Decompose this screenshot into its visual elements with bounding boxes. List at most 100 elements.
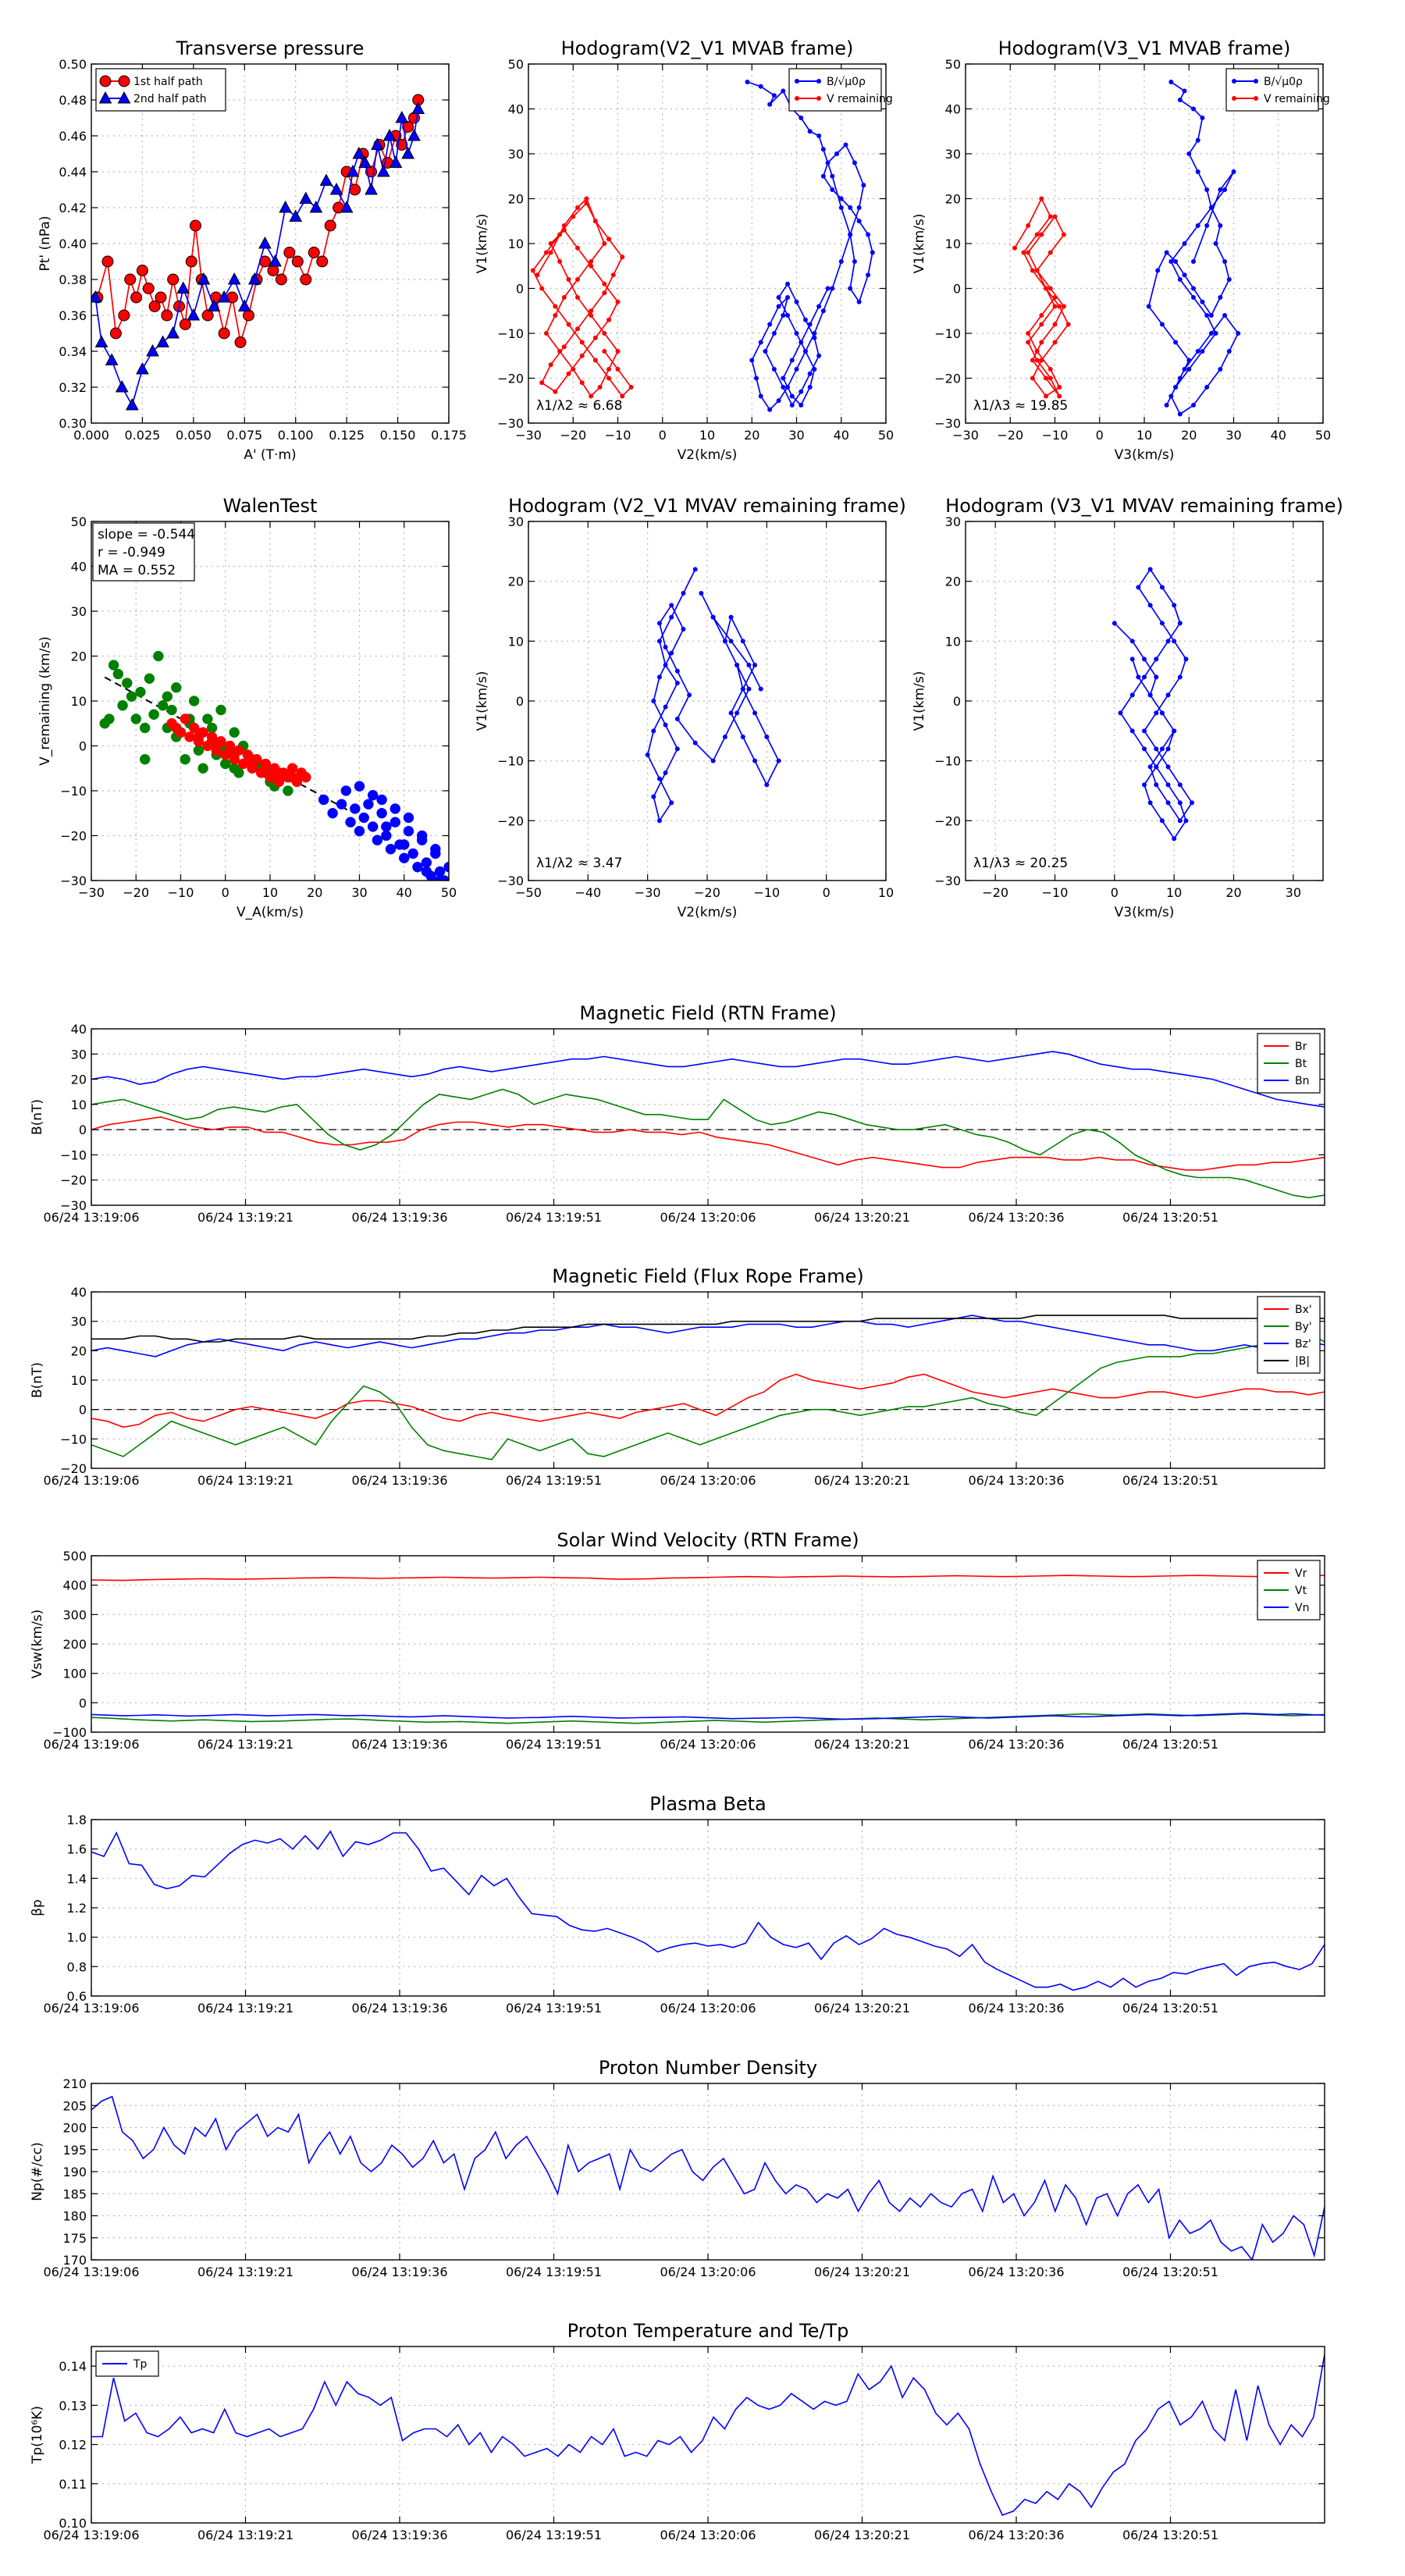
data-point (1183, 818, 1189, 824)
chart-title: Transverse pressure (176, 37, 365, 59)
data-point (1159, 621, 1165, 626)
legend-box (788, 68, 882, 112)
data-point (372, 834, 383, 845)
data-point (1173, 385, 1179, 390)
series-line-βp (91, 1830, 1325, 1991)
data-point (530, 268, 535, 273)
data-point (1057, 304, 1062, 309)
y-tick-label: 190 (62, 2165, 87, 2179)
data-point (220, 758, 231, 770)
series-line-Vn (91, 1713, 1325, 1720)
data-point (1195, 349, 1200, 354)
data-point (710, 758, 716, 763)
x-tick-label: 0.025 (125, 428, 161, 443)
chart-title: Hodogram(V2_V1 MVAB frame) (561, 37, 854, 59)
data-point (820, 173, 826, 179)
chart-title: Hodogram(V3_V1 MVAB frame) (998, 37, 1291, 59)
data-point (764, 782, 770, 788)
data-point (227, 272, 241, 285)
data-point (146, 343, 159, 357)
data-point (273, 767, 285, 778)
data-point (166, 704, 177, 716)
data-point (820, 308, 826, 314)
legend-marker (1254, 96, 1258, 101)
y-tick-label: −30 (497, 416, 524, 431)
y-tick-label: 30 (508, 514, 524, 529)
data-point (237, 758, 249, 770)
chart-title: Magnetic Field (Flux Rope Frame) (552, 1265, 863, 1287)
y-tick-label: 0.34 (59, 344, 87, 359)
data-point (197, 272, 211, 285)
data-point (856, 299, 862, 304)
y-axis-label: Np(#/cc) (30, 2142, 45, 2201)
x-tick-label: 06/24 13:20:51 (1122, 2001, 1218, 2016)
y-tick-label: 175 (62, 2231, 87, 2246)
plot-data (91, 1315, 1325, 1461)
x-axis-label: V3(km/s) (1115, 905, 1175, 920)
y-tick-label: −20 (60, 829, 87, 844)
data-point (283, 247, 296, 258)
data-point (866, 232, 871, 237)
data-point (674, 668, 680, 674)
data-point (589, 393, 594, 399)
plot-data (91, 1830, 1325, 1991)
data-point (309, 200, 323, 213)
series-line-B/√μ0ρ (1147, 81, 1240, 415)
data-point (764, 735, 770, 739)
data-point (1218, 295, 1223, 300)
x-tick-label: 06/24 13:19:51 (506, 1737, 602, 1752)
x-tick-label: −10 (753, 885, 780, 900)
data-point (669, 800, 674, 806)
data-point (1048, 214, 1053, 219)
data-point (776, 304, 781, 309)
y-tick-label: 0.12 (59, 2438, 87, 2453)
data-point (1218, 223, 1223, 228)
y-tick-label: 0.10 (59, 2516, 87, 2531)
y-tick-label: 50 (71, 514, 87, 529)
data-point (1048, 375, 1053, 381)
plot-area (528, 64, 886, 423)
data-point (202, 740, 213, 752)
data-point (589, 259, 594, 264)
legend-marker (118, 75, 130, 87)
y-tick-label: 20 (71, 649, 87, 664)
data-point (202, 713, 213, 724)
legend-label: Bz' (1295, 1338, 1311, 1350)
x-tick-label: 50 (441, 885, 457, 900)
data-point (1061, 232, 1066, 237)
data-point (421, 857, 432, 868)
chart-vsw: 06/24 13:19:06 06/24 13:19:21 06/24 13:19:… (30, 1529, 1325, 1752)
data-point (1200, 349, 1205, 354)
y-tick-label: 20 (945, 192, 961, 207)
data-point (606, 375, 612, 381)
legend-marker (117, 91, 131, 104)
data-point (722, 735, 727, 739)
x-tick-label: 0.075 (226, 428, 262, 443)
data-point (94, 335, 108, 347)
legend-label: Vn (1295, 1602, 1309, 1614)
data-point (1182, 88, 1187, 94)
data-point (148, 709, 159, 720)
data-point (785, 385, 791, 390)
data-point (574, 205, 580, 210)
x-tick-label: 0.050 (176, 428, 212, 443)
y-tick-label: 0.11 (59, 2477, 87, 2492)
legend-label: By' (1295, 1321, 1312, 1333)
data-point (602, 349, 607, 354)
data-point (381, 821, 392, 832)
data-point (615, 349, 621, 354)
legend-label: Br (1295, 1041, 1307, 1053)
data-point (615, 299, 621, 304)
data-point (130, 713, 141, 724)
legend-label: Bn (1295, 1075, 1309, 1087)
x-tick-label: 30 (788, 428, 804, 443)
data-point (367, 790, 379, 801)
data-point (553, 389, 558, 394)
data-point (584, 196, 589, 201)
data-point (260, 763, 272, 774)
data-point (674, 746, 680, 752)
series-line-Bt (91, 1088, 1325, 1199)
data-point (543, 250, 549, 255)
y-tick-label: 40 (71, 1285, 87, 1300)
x-tick-label: 06/24 13:19:36 (351, 1210, 447, 1225)
